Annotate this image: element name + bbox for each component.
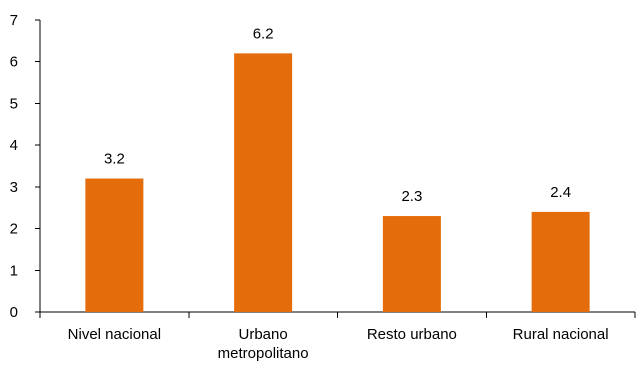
y-tick-label: 2	[10, 221, 18, 238]
x-tick-label: Resto urbano	[367, 326, 457, 343]
x-tick-label: Nivel nacional	[68, 326, 161, 343]
x-tick-label: Urbano	[239, 326, 288, 343]
y-tick-label: 0	[10, 304, 18, 321]
y-axis: 0 1 2 3 4 5 6 7	[10, 12, 41, 321]
data-label: 6.2	[253, 25, 274, 42]
bar	[531, 211, 590, 312]
data-label: 3.2	[104, 151, 125, 168]
x-axis: Nivel nacional Urbano metropolitano Resto u…	[39, 311, 636, 362]
y-tick-label: 4	[10, 137, 18, 154]
y-tick-label: 5	[10, 95, 18, 112]
x-tick-label: Rural nacional	[513, 326, 609, 343]
y-tick-label: 3	[10, 179, 18, 196]
y-tick-label: 1	[10, 262, 18, 279]
bar	[234, 53, 293, 312]
bar	[382, 216, 441, 312]
bars	[85, 53, 590, 312]
data-label: 2.4	[550, 184, 571, 201]
y-tick-label: 7	[10, 12, 18, 29]
data-label: 2.3	[401, 188, 422, 205]
data-labels: 3.2 6.2 2.3 2.4	[104, 25, 571, 205]
x-tick-label: metropolitano	[218, 345, 309, 362]
y-tick-label: 6	[10, 54, 18, 71]
bar	[85, 178, 144, 312]
